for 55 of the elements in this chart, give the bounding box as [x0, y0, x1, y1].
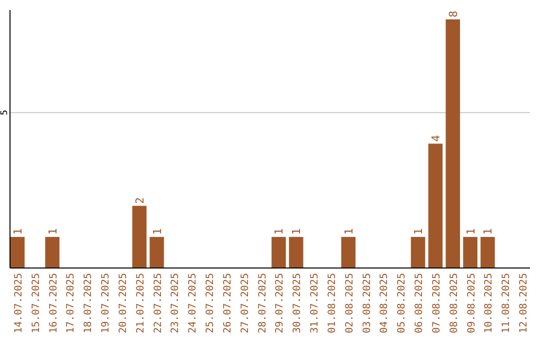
x-tick-label: 05.08.2025 [396, 273, 408, 334]
x-tick-label: 16.07.2025 [48, 273, 60, 334]
x-tick-label: 11.08.2025 [501, 273, 512, 334]
bar [288, 236, 304, 268]
data-label: 1 [11, 228, 24, 235]
x-tick-label: 06.08.2025 [414, 273, 426, 334]
x-tick-label: 17.07.2025 [66, 273, 77, 334]
x-tick-label: 18.07.2025 [83, 273, 94, 334]
x-tick-label: 14.07.2025 [13, 273, 24, 334]
data-label: 1 [150, 228, 164, 235]
data-label: 1 [46, 228, 60, 235]
bar [45, 236, 60, 268]
x-tick-label: 26.07.2025 [222, 273, 234, 334]
data-label: 4 [429, 134, 442, 142]
x-tick-label: 31.07.2025 [310, 273, 321, 334]
bar [480, 236, 495, 268]
x-tick-label: 15.07.2025 [30, 273, 42, 334]
bar [341, 236, 356, 268]
x-tick-label: 04.08.2025 [379, 273, 390, 334]
bar [463, 236, 478, 268]
bar [428, 144, 443, 268]
x-tick-label: 12.08.2025 [518, 273, 530, 334]
data-label: 1 [482, 228, 495, 235]
x-tick-label: 23.07.2025 [170, 273, 182, 334]
x-tick-label: 25.07.2025 [205, 273, 216, 334]
bar [150, 236, 164, 268]
x-tick-label: 30.07.2025 [292, 273, 304, 334]
x-tick-label: 20.07.2025 [118, 273, 129, 334]
data-label: 8 [446, 10, 460, 18]
x-tick-label: 07.08.2025 [431, 273, 442, 334]
x-tick-label: 02.08.2025 [344, 273, 356, 334]
bar [132, 206, 147, 268]
x-tick-label: 27.07.2025 [240, 273, 251, 334]
x-tick-label: 03.08.2025 [362, 273, 373, 334]
data-label: 2 [133, 197, 146, 204]
x-tick-label: 28.07.2025 [257, 273, 268, 334]
x-tick-label: 19.07.2025 [100, 273, 112, 334]
data-label: 1 [412, 228, 426, 235]
bar [10, 236, 25, 268]
data-label: 1 [272, 228, 286, 235]
bar [446, 19, 460, 268]
y-tick-label: 5 [0, 110, 10, 116]
x-tick-label: 24.07.2025 [188, 273, 199, 334]
bar [410, 236, 426, 268]
x-tick-label: 10.08.2025 [484, 273, 495, 334]
data-label: 1 [464, 228, 478, 235]
x-tick-label: 08.08.2025 [448, 273, 460, 334]
data-label: 1 [342, 228, 356, 235]
data-label: 1 [290, 228, 304, 235]
x-tick-label: 22.07.2025 [152, 273, 164, 334]
x-tick-label: 09.08.2025 [466, 273, 478, 334]
x-tick-label: 01.08.2025 [326, 273, 338, 334]
x-tick-label: 21.07.2025 [135, 273, 146, 334]
bar [272, 236, 286, 268]
x-tick-label: 29.07.2025 [274, 273, 286, 334]
